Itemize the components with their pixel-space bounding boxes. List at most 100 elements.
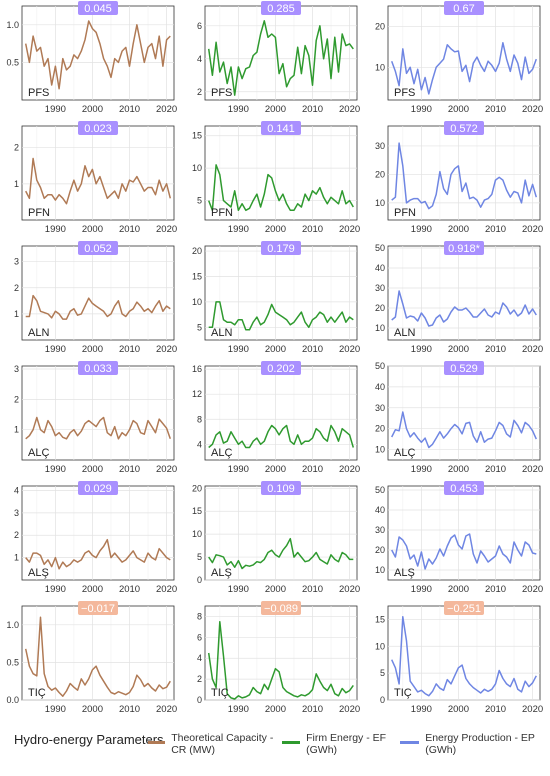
panel-pfs-ef: 1990 2000 2010 2020 2 4 6 0.285 PFS bbox=[197, 1, 360, 115]
x-tick-label: 2010 bbox=[485, 224, 506, 235]
x-tick-label: 2010 bbox=[119, 704, 140, 715]
y-tick-label: 5 bbox=[197, 552, 202, 562]
trend-badge-label: 0.918* bbox=[448, 243, 481, 255]
plot-area bbox=[204, 485, 358, 581]
x-tick-label: 2000 bbox=[82, 584, 103, 595]
y-tick-label: 8 bbox=[197, 611, 202, 621]
y-tick-label: 20 bbox=[375, 21, 385, 31]
x-tick-label: 2020 bbox=[522, 224, 543, 235]
y-tick-label: 5 bbox=[197, 196, 202, 206]
series-line-ef bbox=[208, 301, 354, 331]
x-tick-label: 1990 bbox=[228, 224, 249, 235]
panel-pfs-cr: 1990 2000 2010 2020 0.5 1.0 0.045 PFS bbox=[6, 1, 177, 115]
legend-swatch-ef bbox=[282, 741, 301, 744]
y-tick-label: 8 bbox=[197, 414, 202, 424]
station-label: ALÇ bbox=[211, 447, 232, 459]
legend-swatch-ep bbox=[400, 741, 420, 744]
y-tick-label: 4 bbox=[197, 653, 202, 663]
x-tick-label: 1990 bbox=[411, 704, 432, 715]
plot-area bbox=[204, 5, 358, 101]
trend-badge bbox=[444, 1, 484, 15]
trend-badge bbox=[78, 601, 118, 615]
x-tick-label: 2010 bbox=[119, 224, 140, 235]
x-tick-label: 2000 bbox=[82, 344, 103, 355]
trend-badge-label: 0.453 bbox=[450, 483, 478, 495]
y-tick-label: 2 bbox=[14, 394, 19, 404]
y-tick-label: 4 bbox=[197, 54, 202, 64]
x-tick-label: 2000 bbox=[448, 104, 469, 115]
series-line-ef bbox=[208, 537, 354, 570]
station-label: TIÇ bbox=[394, 687, 412, 699]
panel-alş-ep: 1990 2000 2010 2020 10 20 30 40 50 0.453 ALŞ bbox=[375, 481, 543, 595]
trend-badge bbox=[78, 361, 118, 375]
y-tick-label: 10 bbox=[375, 565, 385, 575]
trend-badge-label: 0.141 bbox=[267, 123, 295, 135]
x-tick-label: 2010 bbox=[485, 344, 506, 355]
y-tick-label: 20 bbox=[192, 483, 202, 493]
y-tick-label: 1 bbox=[14, 179, 19, 189]
station-label: ALŞ bbox=[211, 567, 232, 579]
y-tick-label: 2 bbox=[14, 283, 19, 293]
x-tick-label: 2020 bbox=[339, 584, 360, 595]
plot-area bbox=[387, 5, 541, 101]
x-tick-label: 1990 bbox=[411, 224, 432, 235]
y-tick-label: 1 bbox=[14, 309, 19, 319]
series-line-cr bbox=[24, 616, 171, 697]
trend-badge bbox=[261, 1, 301, 15]
y-tick-label: 12 bbox=[192, 389, 202, 399]
trend-badge bbox=[444, 241, 484, 255]
legend-item-cr: Theoretical Capacity - CR (MW) bbox=[148, 732, 278, 756]
y-tick-label: 0 bbox=[197, 575, 202, 585]
series-line-ef bbox=[207, 164, 354, 212]
y-tick-label: 10 bbox=[375, 198, 385, 208]
y-tick-label: 30 bbox=[375, 525, 385, 535]
y-tick-label: 50 bbox=[375, 485, 385, 495]
trend-badge bbox=[261, 361, 301, 375]
x-tick-label: 2010 bbox=[302, 704, 323, 715]
x-tick-label: 1990 bbox=[228, 584, 249, 595]
panel-alş-cr: 1990 2000 2010 2020 1 2 3 4 0.029 ALŞ bbox=[14, 481, 177, 595]
panel-pfn-cr: 1990 2000 2010 2020 1 2 0.023 PFN bbox=[14, 121, 177, 235]
x-tick-label: 2020 bbox=[339, 224, 360, 235]
panel-pfs-ep: 1990 2000 2010 2020 10 20 0.67 PFS bbox=[375, 1, 543, 115]
x-tick-label: 2010 bbox=[119, 464, 140, 475]
y-tick-label: 5 bbox=[380, 668, 385, 678]
y-tick-label: 0.0 bbox=[6, 695, 19, 705]
y-tick-label: 50 bbox=[375, 361, 385, 371]
panel-aln-ef: 1990 2000 2010 2020 5 10 15 20 0.179 ALN bbox=[192, 241, 360, 355]
series-line-ef bbox=[207, 20, 354, 96]
y-tick-label: 3 bbox=[14, 508, 19, 518]
panel-tiç-ep: 1990 2000 2010 2020 0 5 10 15 −0.251 TIÇ bbox=[375, 601, 543, 715]
station-label: ALÇ bbox=[394, 447, 415, 459]
x-tick-label: 1990 bbox=[45, 224, 66, 235]
x-tick-label: 2020 bbox=[522, 704, 543, 715]
trend-badge-label: −0.017 bbox=[81, 603, 115, 615]
station-label: PFN bbox=[211, 207, 233, 219]
trend-badge bbox=[78, 1, 118, 15]
y-tick-label: 40 bbox=[375, 263, 385, 273]
x-tick-label: 2000 bbox=[448, 344, 469, 355]
x-tick-label: 2010 bbox=[302, 584, 323, 595]
panel-tiç-ef: 1990 2000 2010 2020 0 2 4 6 8 −0.089 TIÇ bbox=[197, 601, 360, 715]
y-tick-label: 10 bbox=[192, 163, 202, 173]
trend-badge-label: 0.029 bbox=[84, 483, 112, 495]
station-label: ALN bbox=[28, 327, 49, 339]
legend-item-ef: Firm Energy - EF (GWh) bbox=[282, 732, 392, 756]
y-tick-label: 20 bbox=[375, 303, 385, 313]
plot-area bbox=[21, 605, 175, 701]
trend-badge-label: 0.052 bbox=[84, 243, 112, 255]
x-tick-label: 2010 bbox=[302, 344, 323, 355]
y-tick-label: 15 bbox=[192, 506, 202, 516]
trend-badge-label: 0.023 bbox=[84, 123, 112, 135]
x-tick-label: 2010 bbox=[485, 704, 506, 715]
y-tick-label: 1 bbox=[14, 553, 19, 563]
series-line-cr bbox=[25, 294, 171, 320]
series-line-ep bbox=[391, 533, 537, 570]
plot-area bbox=[204, 245, 358, 341]
station-label: TIÇ bbox=[211, 687, 229, 699]
panel-alş-ef: 1990 2000 2010 2020 0 5 10 15 20 0.109 ALŞ bbox=[192, 481, 360, 595]
x-tick-label: 2020 bbox=[339, 344, 360, 355]
panel-tiç-cr: 1990 2000 2010 2020 0.0 0.5 1.0 −0.017 TIÇ bbox=[6, 601, 177, 715]
x-tick-label: 2000 bbox=[82, 464, 103, 475]
x-tick-label: 2020 bbox=[522, 104, 543, 115]
